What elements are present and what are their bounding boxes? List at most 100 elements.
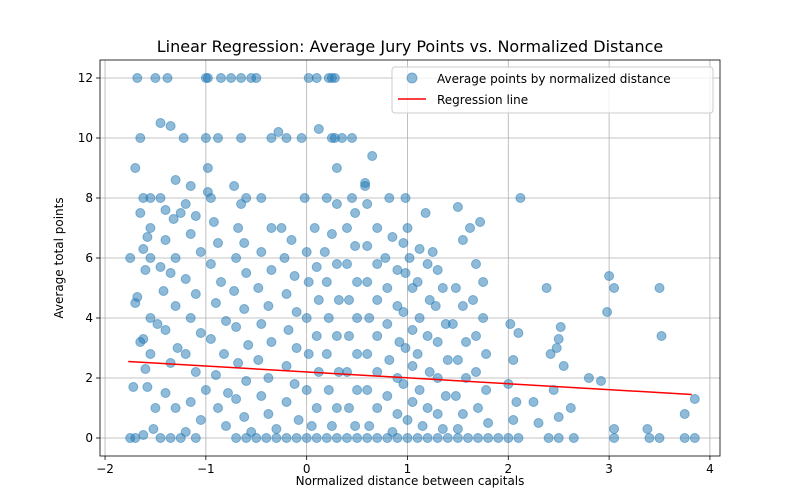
data-point bbox=[231, 394, 242, 404]
data-point bbox=[417, 421, 428, 431]
data-point bbox=[291, 343, 302, 353]
data-point bbox=[350, 208, 361, 218]
data-point bbox=[362, 241, 373, 251]
data-point bbox=[372, 433, 383, 443]
data-point bbox=[152, 319, 163, 329]
data-point bbox=[483, 418, 494, 428]
data-point bbox=[382, 319, 393, 329]
data-point bbox=[140, 265, 151, 275]
data-point bbox=[394, 337, 405, 347]
data-point bbox=[155, 118, 166, 128]
data-point bbox=[190, 211, 201, 221]
data-point bbox=[400, 343, 411, 353]
data-point bbox=[210, 298, 221, 308]
data-point bbox=[155, 433, 166, 443]
data-point bbox=[170, 175, 181, 185]
data-point bbox=[202, 187, 213, 197]
data-point bbox=[352, 349, 363, 359]
data-point bbox=[382, 391, 393, 401]
data-point bbox=[266, 223, 277, 233]
data-point bbox=[471, 367, 481, 377]
data-point bbox=[583, 373, 594, 383]
data-point bbox=[331, 403, 342, 413]
data-point bbox=[293, 415, 304, 425]
data-point bbox=[367, 151, 378, 161]
data-point bbox=[289, 379, 300, 389]
data-point bbox=[362, 349, 373, 359]
data-point bbox=[352, 433, 363, 443]
data-point bbox=[452, 424, 463, 434]
data-point bbox=[233, 223, 244, 233]
data-point bbox=[321, 349, 332, 359]
data-point bbox=[420, 208, 431, 218]
data-point bbox=[155, 262, 166, 272]
legend-label-regression: Regression line bbox=[437, 93, 528, 107]
data-point bbox=[331, 259, 342, 269]
chart-title: Linear Regression: Average Jury Points v… bbox=[157, 37, 664, 56]
data-point bbox=[508, 355, 519, 365]
data-point bbox=[145, 313, 156, 323]
data-point bbox=[213, 133, 223, 143]
data-point bbox=[266, 133, 277, 143]
data-point bbox=[271, 433, 282, 443]
data-point bbox=[178, 133, 189, 143]
data-point bbox=[457, 301, 468, 311]
data-point bbox=[128, 382, 139, 392]
data-point bbox=[679, 433, 690, 443]
y-axis-title: Average total points bbox=[52, 197, 66, 318]
data-point bbox=[313, 124, 324, 134]
data-point bbox=[148, 424, 159, 434]
data-point bbox=[503, 433, 514, 443]
data-point bbox=[289, 271, 300, 281]
regression-line-group bbox=[128, 360, 692, 396]
data-point bbox=[553, 412, 564, 422]
data-point bbox=[347, 193, 357, 203]
data-point bbox=[273, 127, 284, 137]
data-point bbox=[223, 388, 233, 398]
data-point bbox=[329, 73, 340, 83]
data-point bbox=[362, 385, 373, 395]
data-point bbox=[551, 343, 562, 353]
data-point bbox=[430, 301, 441, 311]
data-point bbox=[165, 433, 176, 443]
data-point bbox=[301, 385, 312, 395]
data-point bbox=[303, 277, 314, 287]
data-point bbox=[372, 223, 383, 233]
data-point bbox=[362, 277, 373, 287]
data-point bbox=[309, 223, 320, 233]
data-point bbox=[432, 373, 443, 383]
data-point bbox=[256, 193, 267, 203]
data-point bbox=[372, 259, 383, 269]
data-point bbox=[239, 412, 250, 422]
data-point bbox=[321, 433, 332, 443]
data-point bbox=[461, 337, 471, 347]
data-point bbox=[216, 277, 226, 287]
data-point bbox=[241, 376, 252, 386]
data-point bbox=[342, 259, 352, 269]
data-point bbox=[323, 385, 334, 395]
data-point bbox=[185, 397, 196, 407]
data-point bbox=[311, 262, 322, 272]
data-point bbox=[440, 391, 451, 401]
data-point bbox=[565, 403, 576, 413]
data-point bbox=[513, 433, 524, 443]
data-point bbox=[478, 313, 489, 323]
data-point bbox=[656, 331, 667, 341]
data-point bbox=[481, 349, 492, 359]
data-point bbox=[424, 367, 435, 377]
data-point bbox=[452, 355, 463, 365]
legend-label-scatter: Average points by normalized distance bbox=[437, 72, 671, 86]
data-point bbox=[135, 208, 146, 218]
legend-scatter-marker bbox=[406, 72, 418, 84]
data-point bbox=[545, 349, 556, 359]
data-point bbox=[450, 283, 461, 293]
data-point bbox=[604, 271, 615, 281]
data-point bbox=[175, 208, 186, 218]
data-point bbox=[158, 286, 169, 296]
data-point bbox=[296, 133, 307, 143]
data-point bbox=[239, 238, 250, 248]
data-point bbox=[243, 340, 254, 350]
data-point bbox=[283, 325, 294, 335]
data-point bbox=[360, 181, 371, 191]
